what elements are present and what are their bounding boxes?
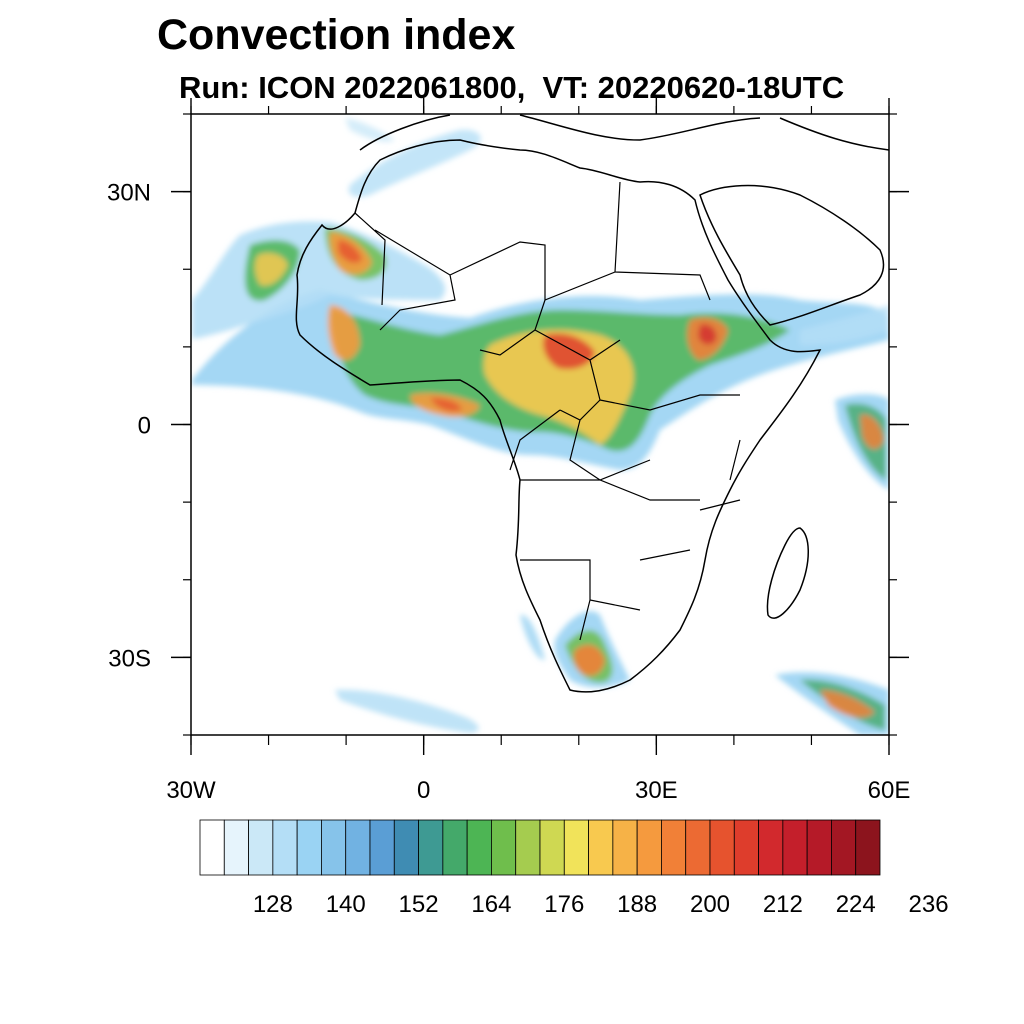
colorbar-swatch (806, 819, 832, 876)
lat-tick-label: 30S (108, 645, 151, 672)
colorbar-swatch (636, 819, 662, 876)
lon-tick-label: 60E (868, 777, 911, 804)
colorbar-label: 188 (617, 891, 657, 918)
chart-title: Convection index (157, 11, 516, 59)
colorbar-swatch (782, 819, 808, 876)
colorbar-swatch (539, 819, 565, 876)
lon-tick-label: 0 (417, 777, 430, 804)
colorbar-swatch (466, 819, 492, 876)
colorbar-swatch (831, 819, 857, 876)
lat-tick-label: 30N (107, 180, 151, 207)
field-orange-indian-e (860, 414, 884, 450)
colorbar-swatch (369, 819, 395, 876)
field-orange-atlantic (254, 253, 288, 286)
arabia-coastline (699, 184, 885, 326)
colorbar-label: 224 (836, 891, 876, 918)
colorbar-label: 212 (763, 891, 803, 918)
colorbar-swatch (491, 819, 517, 876)
colorbar: 128 140 152 164 176 188 200 212 224 236 (199, 819, 949, 918)
colorbar-swatch (223, 819, 249, 876)
europe-coastline (359, 114, 889, 151)
colorbar-label: 128 (253, 891, 293, 918)
colorbar-swatch (612, 819, 638, 876)
madagascar-coastline (766, 527, 809, 619)
field-orange-west (327, 305, 360, 361)
colorbar-label: 140 (326, 891, 366, 918)
coastlines (295, 114, 889, 693)
field-band-med2 (345, 118, 395, 142)
colorbar-swatch (345, 819, 371, 876)
lon-tick-label: 30W (166, 777, 216, 804)
field-red-ethiopia (698, 324, 717, 345)
field-band-southatlantic (335, 689, 479, 733)
colorbar-label: 164 (471, 891, 511, 918)
colorbar-label: 152 (399, 891, 439, 918)
colorbar-swatch (296, 819, 322, 876)
colorbar-swatch (563, 819, 589, 876)
colorbar-swatch (661, 819, 687, 876)
colorbar-swatch (855, 819, 881, 876)
axes: 30W 0 30E 60E 30N 0 30S (107, 98, 910, 804)
colorbar-label: 176 (544, 891, 584, 918)
colorbar-swatch (199, 819, 225, 876)
border-lines (354, 181, 741, 641)
colorbar-label: 200 (690, 891, 730, 918)
colorbar-swatch (515, 819, 541, 876)
field-band-arabian (800, 305, 889, 345)
field-orange-central (483, 329, 634, 445)
colorbar-swatch (442, 819, 468, 876)
colorbar-swatch (733, 819, 759, 876)
colorbar-swatch (321, 819, 347, 876)
colorbar-swatch (393, 819, 419, 876)
colorbar-swatch (272, 819, 298, 876)
country-borders (354, 181, 741, 641)
colorbar-label: 236 (909, 891, 949, 918)
colorbar-swatch (685, 819, 711, 876)
field-red-mali (338, 240, 362, 263)
colorbar-swatch (588, 819, 614, 876)
field-red-central (543, 333, 595, 370)
colorbar-swatch (248, 819, 274, 876)
chart-subtitle: Run: ICON 2022061800, VT: 20220620-18UTC (179, 70, 845, 105)
convection-field (192, 118, 889, 735)
colorbar-swatch (709, 819, 735, 876)
lon-tick-label: 30E (635, 777, 678, 804)
field-band-med (348, 129, 481, 197)
lat-tick-label: 0 (138, 413, 151, 440)
field-orange-sa (573, 644, 605, 676)
colorbar-swatch (418, 819, 444, 876)
field-orange-indian-s (820, 690, 875, 718)
field-red-guinea (430, 397, 462, 412)
africa-coastline (295, 139, 822, 693)
colorbar-swatch (758, 819, 784, 876)
field-band-southwest (520, 614, 545, 661)
